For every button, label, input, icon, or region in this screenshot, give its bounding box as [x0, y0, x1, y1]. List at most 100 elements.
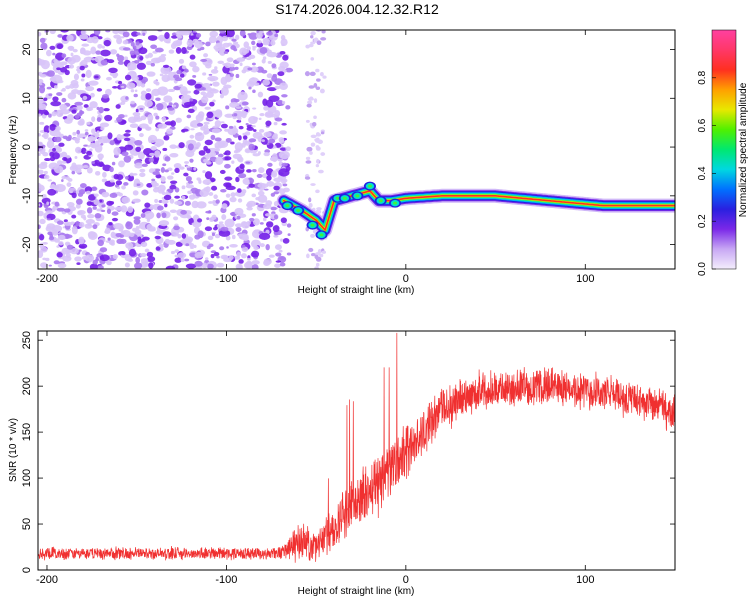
noise-dot: [133, 262, 143, 269]
x-tick-label: 100: [576, 574, 594, 586]
noise-dot: [192, 74, 197, 78]
noise-dot: [185, 263, 197, 269]
noise-dot: [264, 213, 272, 217]
noise-dot: [220, 123, 228, 129]
noise-dot: [81, 255, 88, 260]
noise-dot: [234, 207, 244, 216]
noise-dot: [100, 126, 105, 131]
x-tick-label: -200: [36, 574, 58, 586]
noise-dot: [213, 194, 218, 200]
noise-dot: [279, 82, 288, 90]
noise-dot: [52, 152, 60, 160]
noise-dot: [170, 250, 175, 255]
noise-dot: [49, 45, 56, 50]
noise-dot: [43, 170, 48, 175]
noise-dot: [178, 85, 182, 88]
noise-dot: [94, 140, 100, 148]
noise-dot: [135, 225, 140, 231]
noise-dot: [248, 86, 252, 90]
noise-dot: [205, 210, 212, 214]
noise-dot: [38, 152, 41, 157]
noise-dot: [56, 67, 61, 71]
noise-dot: [38, 113, 42, 117]
x-tick-label: -100: [215, 574, 237, 586]
noise-dot: [53, 185, 60, 190]
noise-dot: [238, 125, 244, 130]
noise-dot: [202, 170, 206, 174]
noise-dot: [87, 231, 96, 239]
noise-dot: [316, 78, 321, 82]
noise-dot: [151, 178, 156, 182]
noise-dot: [39, 37, 46, 44]
noise-dot: [310, 35, 314, 39]
signal-blob: [296, 208, 301, 212]
noise-dot: [124, 30, 128, 33]
noise-dot: [164, 169, 169, 173]
noise-dot: [265, 120, 272, 127]
noise-dot: [174, 187, 180, 193]
noise-dot: [111, 217, 119, 222]
noise-dot: [150, 145, 157, 151]
noise-dot: [75, 198, 83, 205]
noise-dot: [81, 73, 86, 78]
noise-dot: [252, 218, 260, 226]
noise-dot: [237, 198, 243, 203]
noise-dot: [41, 193, 47, 199]
noise-dot: [140, 33, 143, 36]
noise-dot: [161, 74, 170, 83]
noise-dot: [191, 200, 199, 209]
noise-dot: [231, 160, 235, 164]
noise-dot: [251, 193, 257, 198]
noise-dot: [271, 172, 276, 177]
noise-dot: [242, 110, 248, 115]
noise-dot: [169, 185, 177, 190]
noise-dot: [87, 223, 92, 227]
noise-dot: [310, 142, 316, 147]
noise-dot: [47, 188, 57, 196]
noise-dot: [113, 34, 121, 39]
noise-dot: [193, 244, 197, 249]
noise-dot: [177, 252, 187, 259]
y-tick-label: 20: [21, 43, 33, 55]
noise-dot: [320, 152, 326, 156]
signal-track: [276, 181, 675, 240]
noise-dot: [61, 97, 67, 103]
noise-dot: [315, 262, 320, 267]
noise-dot: [285, 146, 291, 152]
noise-dot: [53, 136, 62, 143]
noise-dot: [209, 77, 215, 82]
noise-dot: [245, 148, 250, 153]
noise-dot: [134, 139, 143, 146]
noise-dot: [186, 139, 197, 146]
noise-dot: [185, 243, 190, 247]
noise-dot: [321, 30, 326, 34]
noise-dot: [213, 252, 220, 257]
noise-dot: [271, 134, 278, 140]
noise-dot: [261, 58, 266, 64]
noise-dot: [212, 81, 220, 87]
noise-dot: [44, 157, 51, 162]
noise-dot: [87, 144, 91, 148]
noise-dot: [241, 142, 246, 148]
noise-dot: [52, 96, 59, 102]
noise-dot: [217, 153, 224, 158]
noise-dot: [106, 76, 112, 81]
y-tick-label: -10: [21, 188, 33, 204]
noise-dot: [194, 83, 202, 89]
noise-dot: [205, 257, 209, 261]
noise-dot: [217, 60, 224, 65]
noise-dot: [118, 228, 124, 232]
noise-dot: [137, 236, 142, 242]
noise-dot: [224, 176, 233, 181]
noise-dot: [206, 111, 214, 119]
x-tick-label: 100: [576, 273, 594, 285]
y-tick-label: 0: [21, 144, 33, 150]
noise-dot: [224, 128, 230, 132]
noise-dot: [139, 133, 144, 138]
noise-dot: [117, 60, 124, 65]
noise-dot: [94, 170, 101, 176]
noise-dot: [164, 32, 170, 40]
noise-dot: [224, 218, 235, 228]
noise-dot: [220, 226, 229, 232]
noise-dot: [155, 97, 161, 101]
